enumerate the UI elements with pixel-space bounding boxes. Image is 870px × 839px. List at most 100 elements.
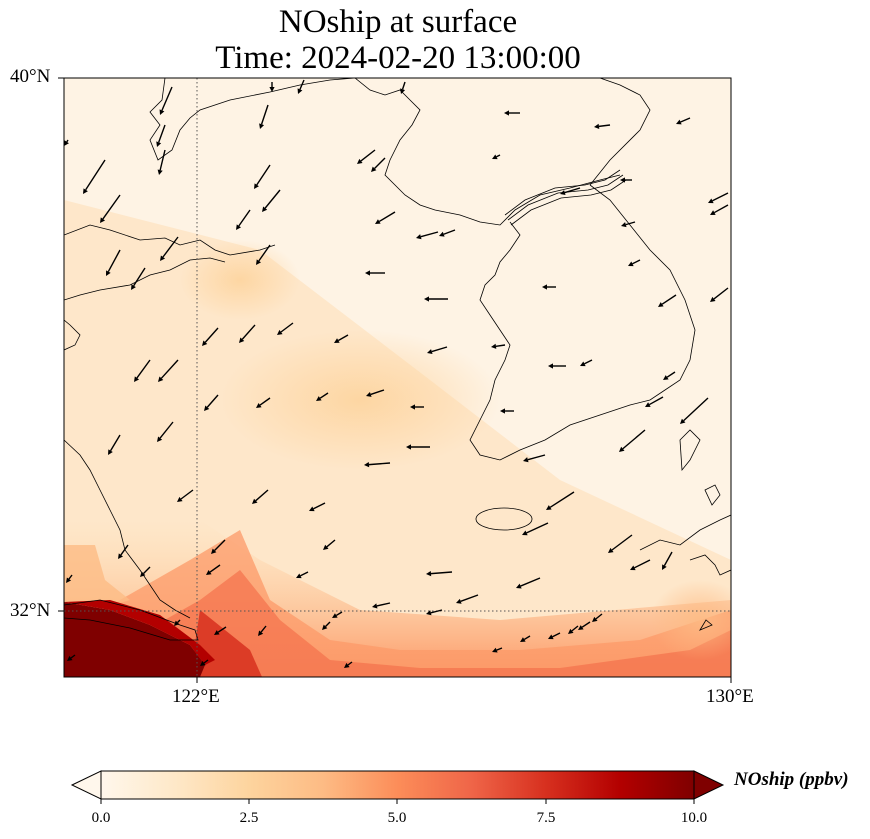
wind-arrow-shaft [319,392,329,399]
wind-arrow-shaft [159,149,166,171]
wind-arrow-head [200,660,206,666]
wind-arrow-head [64,140,69,146]
wind-arrow-shaft [625,221,636,226]
wind-arrow-head [580,361,586,367]
wind-arrow-shaft [526,522,549,534]
wind-arrow-head [252,498,258,504]
wind-arrow-head [157,436,163,442]
wind-arrow-shaft [347,661,353,666]
wind-arrow-shaft [206,394,219,408]
wind-arrow-head [628,261,634,267]
wind-arrow-shaft [496,154,501,158]
wind-arrow-head [131,284,136,290]
wind-arrow-shaft [714,204,729,214]
wind-arrow-shaft [68,574,73,580]
wind-arrow-head [520,637,526,642]
wind-arrow-head [214,630,220,635]
wind-arrow-head [375,219,381,224]
colorbar-tick-2-5: 2.5 [239,810,259,826]
coastlines [64,78,731,641]
wind-arrow-head [206,569,212,575]
lon-label-130E: 130°E [706,686,754,707]
wind-arrow-shaft [549,491,575,508]
wind-arrow-shaft [571,625,579,632]
wind-arrow-head [400,88,406,94]
wind-arrow-shaft [256,164,271,186]
wind-arrow-head [456,598,462,604]
wind-arrow-shaft [370,389,385,396]
wind-arrow-shaft [159,421,174,439]
colorbar-label: NOship (ppbv) [734,769,849,790]
colorbar-tick-5: 5.0 [387,810,407,826]
wind-arrow-head [523,457,529,463]
wind-arrow-head [106,270,111,276]
wind-vectors [64,79,729,668]
wind-arrow-head [322,624,328,630]
map-title: NOship at surface [278,4,518,40]
wind-arrow-shaft [335,611,343,617]
wind-arrow-head [372,603,378,609]
wind-arrow-shaft [713,287,729,300]
wind-arrow-head [439,231,445,237]
wind-arrow-head [262,206,268,212]
wind-arrow-head [492,647,498,653]
wind-arrow-head [157,169,163,175]
wind-arrow-head [254,183,259,189]
wind-arrow-shaft [683,397,709,422]
wind-arrow-shaft [401,81,406,90]
wind-arrow-head [630,565,636,571]
wind-arrow-shaft [133,267,146,287]
wind-arrow-shaft [158,124,166,143]
border-lines [504,169,627,226]
wind-arrow-head [177,496,183,502]
wind-arrow-shaft [430,571,453,575]
wind-arrow-head [594,123,600,129]
wind-arrow-head [366,391,372,397]
wind-arrow-head [323,544,329,550]
wind-arrow-head [592,616,598,622]
wind-arrow-head [258,630,264,636]
wind-arrow-shaft [368,462,391,466]
wind-arrow-head [296,573,302,579]
wind-arrow-shaft [595,613,603,620]
wind-arrow-head [542,284,547,290]
wind-arrow-head [118,553,124,559]
wind-arrow-shaft [203,659,209,664]
wind-arrow-shaft [632,259,641,265]
wind-arrow-shaft [177,619,181,623]
wind-arrow-shaft [204,327,219,343]
wind-arrow-head [548,363,553,369]
wind-arrow-head [277,329,283,335]
wind-arrow-head [620,177,625,183]
concentration-field [64,78,731,677]
wind-arrow-head [645,402,651,407]
wind-arrow-head [108,449,113,455]
wind-arrow-head [344,662,350,668]
wind-arrow-shaft [259,397,271,406]
wind-arrow-head [297,88,303,94]
wind-arrow-head [516,583,522,589]
wind-arrow-head [560,190,566,196]
wind-arrow-shaft [264,189,281,209]
wind-arrow-shaft [107,249,121,272]
wind-arrow-shaft [326,539,336,548]
wind-arrow-head [160,255,166,261]
wind-arrow-head [416,234,422,240]
wind-arrow-head [357,158,363,164]
wind-arrow-shaft [430,609,443,614]
wind-arrow-shaft [217,626,227,633]
wind-arrow-shaft [376,602,391,607]
wind-arrow-head [365,270,370,276]
lon-label-122E: 122°E [172,686,220,707]
wind-arrow-shaft [527,454,546,461]
wind-arrow-shaft [160,359,179,379]
map-time: Time: 2024-02-20 13:00:00 [215,40,581,76]
wind-arrow-head [236,224,241,230]
wind-arrow-head [710,296,716,302]
wind-arrow-shaft [255,489,269,502]
wind-arrow-head [256,402,262,408]
wind-arrow-head [159,109,165,115]
wind-arrow-head [334,338,340,343]
wind-arrow-head [676,119,682,125]
